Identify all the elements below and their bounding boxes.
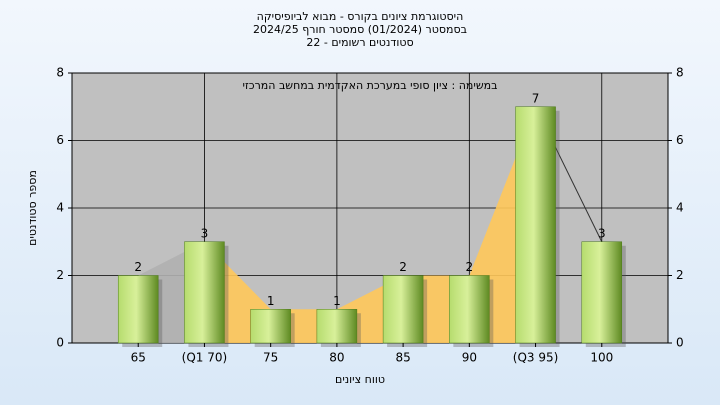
x-tick-label: 80 [329,351,344,365]
bar [117,275,159,344]
title-line: סטודנטים רשומים - 22 [306,36,413,49]
title-line: היסטוגרמת ציונים בקורס - מבוא לביופיסיקה [257,10,464,23]
x-axis-label: טווח ציונים [335,373,385,386]
value-label: 1 [267,294,275,308]
bar [449,275,490,344]
value-label: 3 [598,226,606,240]
y2-tick-label: 8 [676,66,684,80]
x-tick-label: 75 [263,351,278,365]
y2-tick-label: 2 [676,268,684,282]
title-line: בסמסטר (01/2024) סמסטר חורף 2024/25 [253,23,467,36]
x-tick-label: 65 [131,351,146,365]
bar [316,309,358,344]
x-tick-label: 90 [462,351,477,365]
bar [184,241,225,344]
bar [250,309,291,344]
y-tick-label: 8 [56,66,64,80]
y-tick-label: 0 [56,336,64,350]
y2-tick-label: 0 [676,336,684,350]
y-tick-label: 4 [56,201,64,215]
bar [581,241,623,344]
value-label: 3 [201,226,209,240]
y-tick-label: 6 [56,133,64,147]
x-tick-label: (Q1 70) [182,351,228,365]
y-tick-label: 2 [56,268,64,282]
value-label: 7 [532,91,540,105]
y2-tick-label: 4 [676,201,684,215]
value-label: 2 [466,260,474,274]
value-label: 2 [134,260,142,274]
bar [515,106,556,344]
x-tick-label: (Q3 95) [513,351,559,365]
y-axis-label: מספר סטודנטים [26,170,39,246]
bar [382,275,424,344]
value-label: 2 [399,260,407,274]
x-tick-label: 100 [590,351,613,365]
y2-tick-label: 6 [676,133,684,147]
x-tick-label: 85 [395,351,410,365]
value-label: 1 [333,294,341,308]
annotation: במשימה : ציון סופי במערכת האקדמית במחשב … [243,79,498,92]
